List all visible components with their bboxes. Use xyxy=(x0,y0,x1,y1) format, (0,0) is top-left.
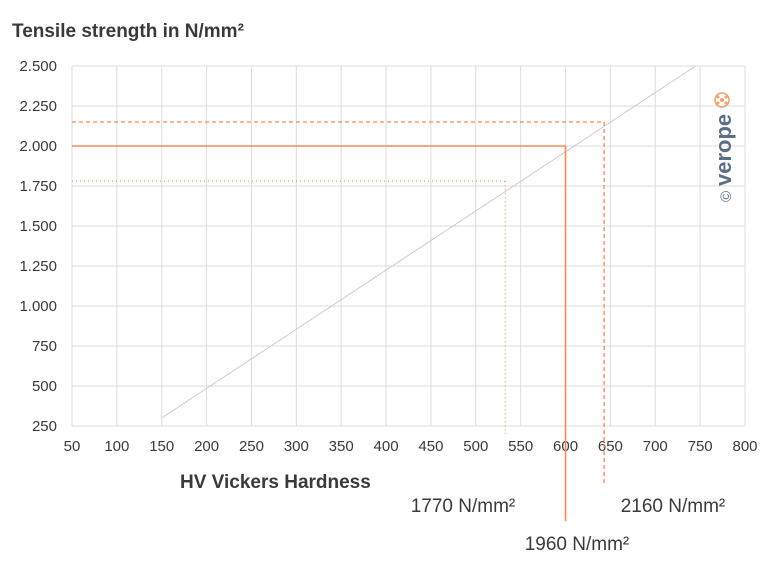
x-axis-ticks: 50 100 150 200 250 300 350 400 450 500 550 600 650 70… xyxy=(64,438,758,455)
x-tick-label: 550 xyxy=(508,438,533,455)
y-tick-label: 1.500 xyxy=(19,218,57,235)
copyright-symbol: © xyxy=(718,191,735,202)
x-tick-label: 450 xyxy=(418,438,443,455)
y-tick-label: 1.250 xyxy=(19,258,57,275)
series-line xyxy=(161,65,696,419)
y-tick-label: 1.750 xyxy=(19,178,57,195)
chart-title: Tensile strength in N/mm² xyxy=(12,21,244,42)
marker-layer: 1770 N/mm² 1960 N/mm² 2160 N/mm² xyxy=(72,121,726,555)
x-tick-label: 750 xyxy=(688,438,713,455)
y-tick-label: 2.000 xyxy=(19,138,57,155)
x-tick-label: 650 xyxy=(598,438,623,455)
grid xyxy=(71,65,746,427)
watermark-text: verope xyxy=(711,114,736,186)
marker-label: 1960 N/mm² xyxy=(525,534,630,555)
x-tick-label: 500 xyxy=(463,438,488,455)
verope-watermark: © verope xyxy=(711,114,736,202)
x-tick-label: 250 xyxy=(239,438,264,455)
y-axis-ticks: 250 500 750 1.000 1.250 1.500 1.750 2.000 2.250 2… xyxy=(19,58,57,435)
marker-label: 1770 N/mm² xyxy=(411,496,516,517)
y-tick-label: 2.250 xyxy=(19,98,57,115)
y-tick-label: 750 xyxy=(32,338,57,355)
x-tick-label: 800 xyxy=(732,438,757,455)
y-tick-label: 500 xyxy=(32,378,57,395)
x-tick-label: 400 xyxy=(374,438,399,455)
x-tick-label: 700 xyxy=(643,438,668,455)
x-tick-label: 350 xyxy=(329,438,354,455)
x-tick-label: 300 xyxy=(284,438,309,455)
y-tick-label: 2.500 xyxy=(19,58,57,75)
rope-logo-icon xyxy=(714,92,730,108)
x-tick-label: 150 xyxy=(149,438,174,455)
x-tick-label: 100 xyxy=(104,438,129,455)
x-tick-label: 50 xyxy=(64,438,81,455)
x-axis-label: HV Vickers Hardness xyxy=(180,472,371,493)
x-tick-label: 200 xyxy=(194,438,219,455)
series-layer xyxy=(161,65,696,419)
y-tick-label: 250 xyxy=(32,418,57,435)
marker-label: 2160 N/mm² xyxy=(621,496,726,517)
y-tick-label: 1.000 xyxy=(19,298,57,315)
